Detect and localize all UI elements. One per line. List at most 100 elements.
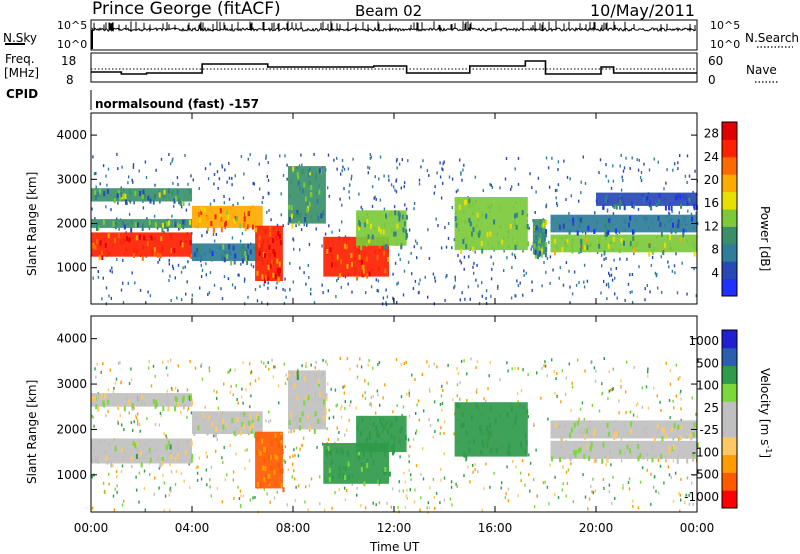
velocity-speck bbox=[229, 390, 232, 394]
power-band-texture bbox=[576, 230, 579, 236]
velocity-speck bbox=[266, 492, 268, 496]
power-band-texture bbox=[326, 249, 329, 254]
power-speck bbox=[93, 172, 96, 176]
power-band-texture bbox=[346, 263, 349, 269]
power-speck bbox=[613, 258, 615, 262]
power-band-texture bbox=[227, 214, 230, 220]
velocity-ytick-label: 4000 bbox=[56, 332, 87, 346]
power-speck bbox=[95, 185, 97, 189]
power-speck bbox=[442, 168, 444, 172]
velocity-band-texture bbox=[368, 434, 371, 440]
velocity-speck bbox=[519, 471, 522, 475]
velocity-speck bbox=[188, 462, 190, 466]
power-speck bbox=[249, 153, 251, 157]
power-band-texture bbox=[264, 229, 267, 235]
velocity-speck bbox=[625, 411, 627, 415]
velocity-speck bbox=[419, 508, 421, 512]
velocity-speck bbox=[435, 491, 438, 495]
power-band-texture bbox=[397, 211, 400, 217]
power-speck bbox=[511, 266, 513, 269]
power-speck bbox=[360, 205, 362, 209]
velocity-speck bbox=[524, 483, 526, 487]
velocity-speck bbox=[362, 394, 364, 398]
power-speck bbox=[485, 296, 487, 300]
velocity-speck bbox=[517, 400, 519, 404]
power-speck bbox=[105, 205, 107, 209]
velocity-speck bbox=[405, 494, 407, 498]
velocity-band-texture bbox=[140, 462, 143, 468]
velocity-speck bbox=[294, 499, 297, 502]
power-speck bbox=[608, 271, 610, 275]
velocity-speck bbox=[601, 391, 604, 395]
velocity-band-texture bbox=[465, 430, 468, 436]
power-speck bbox=[379, 198, 382, 202]
power-speck bbox=[535, 190, 537, 194]
velocity-band-texture bbox=[489, 406, 492, 412]
velocity-band-texture bbox=[252, 422, 255, 428]
power-band-texture bbox=[173, 198, 176, 204]
power-band-texture bbox=[141, 194, 144, 199]
power-speck bbox=[322, 291, 324, 295]
power-band-texture bbox=[129, 189, 132, 195]
power-speck bbox=[462, 168, 464, 172]
power-band-texture bbox=[267, 275, 270, 281]
velocity-speck bbox=[152, 364, 155, 368]
power-band-texture bbox=[173, 247, 176, 253]
power-band-texture bbox=[277, 231, 280, 237]
power-speck bbox=[127, 281, 129, 285]
power-speck bbox=[237, 273, 239, 277]
power-band-texture bbox=[115, 219, 118, 225]
power-speck bbox=[671, 269, 674, 273]
velocity-speck bbox=[319, 475, 321, 479]
velocity-speck bbox=[217, 406, 220, 410]
power-band-texture bbox=[535, 235, 538, 240]
power-speck bbox=[610, 186, 613, 190]
power-speck bbox=[523, 269, 525, 273]
power-speck bbox=[606, 297, 608, 301]
velocity-speck bbox=[483, 397, 485, 401]
velocity-speck bbox=[474, 462, 476, 466]
power-speck bbox=[387, 174, 390, 178]
power-speck bbox=[654, 271, 657, 275]
power-band-texture bbox=[331, 262, 334, 268]
power-speck bbox=[504, 177, 507, 181]
power-speck bbox=[350, 177, 352, 181]
power-speck bbox=[661, 290, 663, 294]
power-speck bbox=[185, 292, 187, 296]
velocity-band-texture bbox=[193, 430, 196, 436]
power-speck bbox=[454, 284, 456, 288]
power-band-texture bbox=[245, 221, 248, 227]
power-speck bbox=[695, 294, 697, 298]
power-speck bbox=[631, 156, 633, 160]
power-speck bbox=[308, 276, 310, 279]
power-speck bbox=[177, 263, 180, 267]
power-band-texture bbox=[620, 196, 623, 202]
power-speck bbox=[516, 279, 518, 283]
power-speck bbox=[545, 203, 548, 207]
power-speck bbox=[551, 156, 553, 160]
velocity-speck bbox=[432, 477, 435, 481]
power-band-texture bbox=[658, 192, 661, 198]
power-colorbar-segment bbox=[722, 209, 737, 227]
velocity-ytick-label: 3000 bbox=[56, 377, 87, 391]
velocity-band-texture bbox=[114, 446, 117, 452]
power-speck bbox=[474, 250, 476, 254]
power-band-texture bbox=[130, 220, 133, 226]
power-speck bbox=[463, 255, 466, 259]
velocity-speck bbox=[522, 368, 524, 372]
velocity-speck bbox=[669, 369, 672, 373]
power-band bbox=[192, 243, 263, 262]
power-band-texture bbox=[139, 190, 142, 196]
power-band-texture bbox=[537, 240, 540, 246]
velocity-speck bbox=[283, 459, 285, 462]
velocity-band-texture bbox=[482, 442, 485, 448]
velocity-band-texture bbox=[97, 395, 100, 401]
power-speck bbox=[131, 178, 133, 182]
velocity-band-texture bbox=[579, 429, 582, 434]
power-band-texture bbox=[94, 245, 97, 251]
power-speck bbox=[648, 168, 651, 172]
velocity-speck bbox=[113, 508, 115, 512]
power-speck bbox=[308, 242, 311, 246]
power-band-texture bbox=[398, 212, 401, 218]
velocity-band-texture bbox=[296, 418, 299, 424]
